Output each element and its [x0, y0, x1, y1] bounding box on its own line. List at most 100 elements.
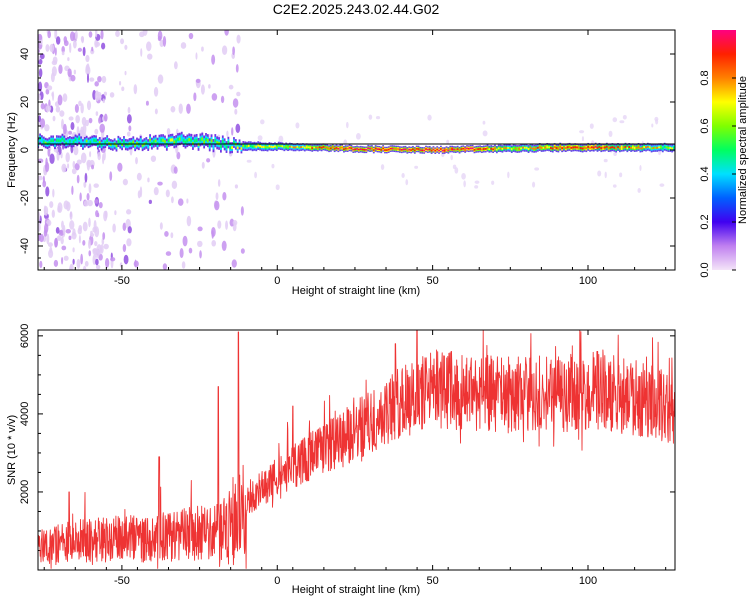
colorbar-tick-label: 0.2 — [699, 214, 711, 229]
band-core — [184, 140, 187, 144]
band-core — [283, 146, 286, 149]
band-core — [398, 148, 401, 151]
band-core — [477, 148, 480, 150]
band-core — [322, 145, 325, 148]
noise-blob — [61, 51, 65, 56]
noise-blob — [217, 179, 221, 187]
spectrogram-y-tick-label: 20 — [19, 96, 31, 108]
band-core — [512, 147, 515, 150]
noise-blob — [94, 226, 100, 238]
noise-blob — [74, 104, 79, 113]
band-core — [482, 148, 485, 150]
band-core — [456, 148, 459, 150]
noise-blob — [69, 31, 75, 42]
band-core — [604, 146, 606, 149]
noise-blob — [109, 92, 115, 98]
noise-blob — [188, 32, 194, 40]
band-core — [449, 148, 452, 150]
band-core — [149, 138, 151, 142]
noise-blob — [89, 232, 95, 237]
band-core — [274, 145, 276, 148]
band-core — [380, 149, 383, 151]
noise-blob — [99, 123, 105, 133]
band-core — [525, 146, 528, 149]
band-core — [78, 137, 81, 141]
band-core — [294, 146, 297, 149]
band-core — [270, 145, 273, 148]
band-core — [494, 147, 496, 150]
band-core — [581, 147, 584, 150]
band-core — [227, 141, 230, 144]
noise-blob — [117, 162, 123, 172]
band-core — [147, 143, 150, 147]
band-core — [359, 148, 362, 151]
band-core — [100, 143, 103, 147]
noise-blob — [42, 175, 45, 184]
noise-blob — [461, 172, 466, 180]
noise-blob — [133, 260, 139, 268]
band-core — [561, 147, 563, 150]
noise-blob — [162, 36, 167, 47]
band-core — [369, 147, 371, 150]
noise-blob — [95, 30, 98, 38]
noise-blob — [126, 238, 132, 247]
noise-blob — [79, 192, 82, 202]
noise-blob — [240, 206, 244, 216]
noise-blob — [231, 259, 237, 268]
band-core — [72, 140, 75, 144]
noise-blob — [186, 198, 189, 204]
band-core — [397, 148, 399, 150]
noise-blob — [71, 185, 74, 196]
noise-blob — [57, 235, 62, 241]
band-core — [436, 148, 439, 151]
band-core — [615, 147, 618, 150]
band-core — [445, 148, 448, 151]
band-core — [363, 148, 366, 151]
band-core — [415, 148, 418, 150]
noise-blob — [76, 126, 80, 136]
noise-blob — [102, 98, 106, 104]
band-core — [548, 146, 550, 149]
band-core — [225, 145, 228, 149]
noise-blob — [72, 258, 75, 265]
band-core — [464, 148, 467, 151]
noise-blob — [97, 212, 100, 218]
noise-blob — [38, 115, 42, 123]
noise-blob — [86, 63, 90, 73]
noise-blob — [112, 223, 116, 233]
noise-blob — [211, 227, 216, 238]
band-core — [382, 147, 385, 150]
noise-blob — [170, 106, 176, 113]
noise-blob — [95, 264, 101, 270]
noise-blob — [463, 180, 466, 188]
band-core — [119, 141, 122, 145]
band-core — [59, 139, 62, 143]
band-core — [145, 141, 148, 145]
noise-blob — [59, 110, 65, 117]
noise-blob — [235, 123, 241, 134]
band-core — [594, 145, 597, 148]
band-core — [645, 146, 647, 149]
spectrogram-noise-blobs — [38, 30, 665, 270]
band-core — [281, 145, 284, 148]
band-core — [673, 146, 675, 149]
band-core — [451, 148, 453, 150]
noise-blob — [186, 103, 191, 114]
noise-blob — [61, 46, 65, 54]
noise-blob — [193, 92, 197, 102]
noise-blob — [76, 174, 80, 184]
noise-blob — [619, 172, 623, 178]
noise-blob — [103, 91, 108, 96]
band-core — [242, 144, 245, 148]
noise-blob — [93, 183, 99, 188]
noise-blob — [220, 95, 225, 104]
band-core — [410, 149, 412, 151]
band-core — [203, 140, 206, 144]
noise-blob — [45, 88, 50, 95]
noise-blob — [474, 180, 480, 184]
noise-blob — [82, 240, 86, 246]
noise-blob — [49, 43, 55, 53]
noise-blob — [101, 75, 107, 84]
band-core — [412, 148, 414, 151]
band-core — [481, 148, 483, 151]
